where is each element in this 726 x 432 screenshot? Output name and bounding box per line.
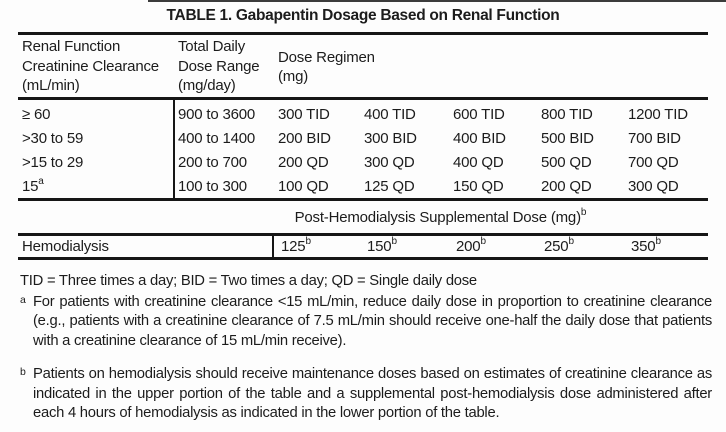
header-renal-function: Renal Function Creatinine Clearance (mL/… bbox=[22, 38, 159, 94]
footnote-b: b Patients on hemodialysis should receiv… bbox=[20, 365, 712, 424]
footnote-b-marker: b bbox=[305, 236, 311, 247]
column-divider-line bbox=[173, 100, 175, 198]
post-hemodialysis-heading: Post-Hemodialysis Supplemental Dose (mg)… bbox=[294, 206, 587, 226]
hemodialysis-bottom-rule bbox=[18, 257, 708, 260]
footnote-b-marker: b bbox=[20, 366, 26, 378]
table-top-rule bbox=[18, 32, 708, 35]
hemodialysis-divider-line bbox=[272, 236, 274, 257]
table-title: TABLE 1. Gabapentin Dosage Based on Rena… bbox=[166, 7, 560, 24]
hemodialysis-label: Hemodialysis bbox=[22, 238, 109, 255]
footnote-b-marker: b bbox=[580, 206, 587, 218]
table-row: >30 to 59 400 to 1400 200 BID 300 BID 40… bbox=[22, 129, 681, 147]
footnote-b-marker: b bbox=[391, 236, 397, 247]
dosage-table: Renal Function Creatinine Clearance (mL/… bbox=[18, 32, 708, 260]
footnote-a-marker: a bbox=[20, 293, 26, 306]
table-header-row: Renal Function Creatinine Clearance (mL/… bbox=[18, 35, 708, 97]
footnote-b-marker: b bbox=[655, 236, 661, 247]
renal-function-15-cell: 15a bbox=[22, 175, 44, 195]
header-total-daily-dose: Total Daily Dose Range (mg/day) bbox=[178, 38, 260, 94]
hemodialysis-top-rule bbox=[18, 233, 708, 236]
footnote-b-marker: b bbox=[480, 236, 486, 247]
footnote-b-text: Patients on hemodialysis should receive … bbox=[33, 366, 712, 421]
footnote-a-text: For patients with creatinine clearance <… bbox=[33, 293, 712, 349]
footnotes-section: TID = Three times a day; BID = Two times… bbox=[20, 272, 712, 424]
header-dose-regimen: Dose Regimen (mg) bbox=[278, 48, 375, 86]
table-row: 15a 100 to 300 100 QD 125 QD 150 QD 200 … bbox=[18, 174, 708, 198]
table-row: >15 to 29 200 to 700 200 QD 300 QD 400 Q… bbox=[22, 153, 679, 171]
hemodialysis-row: Hemodialysis 125b 150b 200b 250b 350b bbox=[18, 236, 708, 257]
table-row: ≥ 60 900 to 3600 300 TID 400 TID 600 TID… bbox=[22, 105, 688, 123]
header-separator-rule bbox=[18, 97, 708, 100]
abbreviations-line: TID = Three times a day; BID = Two times… bbox=[20, 273, 477, 289]
page-crop-edge-line bbox=[148, 0, 726, 2]
footnote-b-marker: b bbox=[568, 236, 574, 247]
footnote-a: a For patients with creatinine clearance… bbox=[20, 293, 712, 352]
upper-table-bottom-rule bbox=[18, 198, 708, 201]
hemodialysis-values: 125b 150b 200b 250b 350b bbox=[281, 236, 661, 256]
table-body: ≥ 60 900 to 3600 300 TID 400 TID 600 TID… bbox=[18, 100, 708, 198]
footnote-a-marker: a bbox=[38, 175, 44, 187]
